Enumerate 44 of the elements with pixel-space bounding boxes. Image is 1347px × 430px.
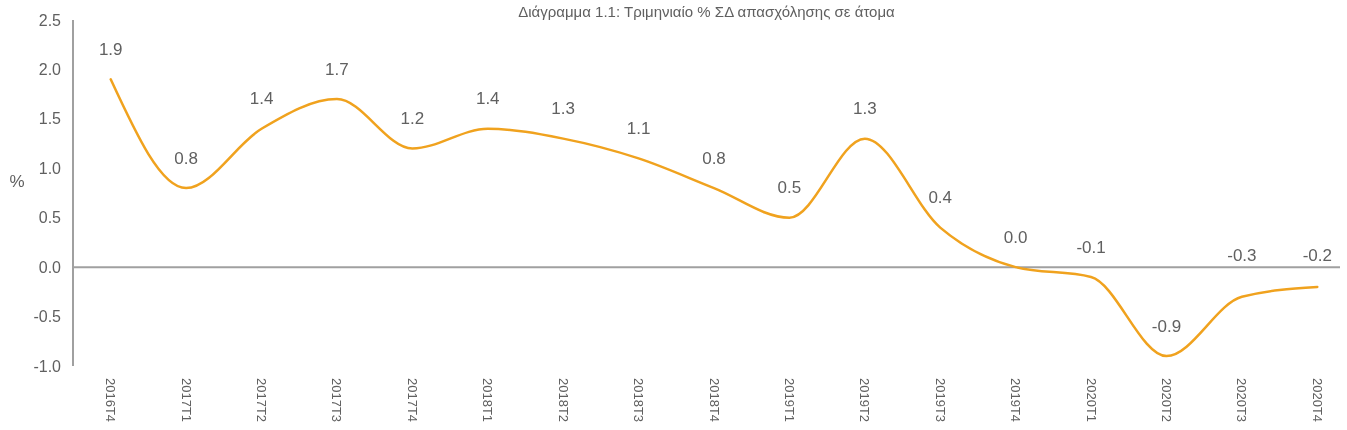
chart-title: Διάγραμμα 1.1: Τριμηνιαίο % ΣΔ απασχόλησης σε άτομα: [518, 2, 896, 20]
y-tick-label: 1.5: [38, 110, 62, 128]
data-label: 1.2: [400, 109, 425, 129]
y-tick-label: -0.5: [33, 308, 62, 326]
x-tick-label: 2018T3: [631, 378, 647, 423]
data-label: 1.1: [626, 118, 651, 138]
y-tick-label: 0.5: [38, 209, 62, 227]
y-tick-label: 1.0: [38, 159, 62, 177]
x-tick-label: 2019T4: [1008, 378, 1024, 423]
data-label: 0.0: [1003, 227, 1028, 247]
x-tick-label: 2019T2: [857, 378, 873, 423]
x-tick-label: 2018T4: [706, 378, 722, 423]
data-label: 0.5: [777, 178, 802, 198]
y-tick-label: 0.0: [38, 258, 62, 276]
data-label: 0.8: [174, 148, 198, 168]
data-label: 1.9: [98, 39, 123, 59]
x-tick-label: 2020T1: [1083, 378, 1099, 423]
data-label: 1.7: [325, 59, 349, 79]
data-label: 1.3: [853, 99, 877, 119]
x-tick-label: 2020T3: [1234, 378, 1250, 423]
x-tick-label: 2017T4: [404, 378, 420, 423]
data-label: 1.4: [475, 89, 500, 109]
data-label: -0.1: [1076, 237, 1106, 257]
y-tick-label: 2.0: [38, 60, 62, 78]
data-label: -0.3: [1227, 245, 1257, 265]
data-label: 1.4: [249, 89, 274, 109]
x-tick-label: 2018T2: [555, 378, 571, 423]
data-label: -0.9: [1151, 316, 1182, 336]
data-label: 0.8: [702, 148, 726, 168]
x-tick-label: 2020T4: [1309, 378, 1325, 423]
x-tick-label: 2017T2: [254, 378, 270, 423]
y-axis-title: %: [9, 171, 25, 191]
data-label: -0.2: [1302, 245, 1332, 265]
x-tick-label: 2018T1: [480, 378, 496, 423]
x-tick-label: 2020T2: [1158, 378, 1174, 423]
y-tick-label: 2.5: [38, 11, 62, 29]
y-tick-label: -1.0: [33, 357, 62, 375]
x-tick-label: 2019T1: [781, 378, 797, 423]
x-tick-label: 2017T3: [329, 378, 345, 423]
x-tick-label: 2019T3: [932, 378, 948, 423]
data-label: 1.3: [551, 99, 575, 119]
x-tick-label: 2016T4: [103, 378, 119, 423]
x-tick-label: 2017T1: [178, 378, 194, 423]
data-label: 0.4: [928, 188, 953, 208]
